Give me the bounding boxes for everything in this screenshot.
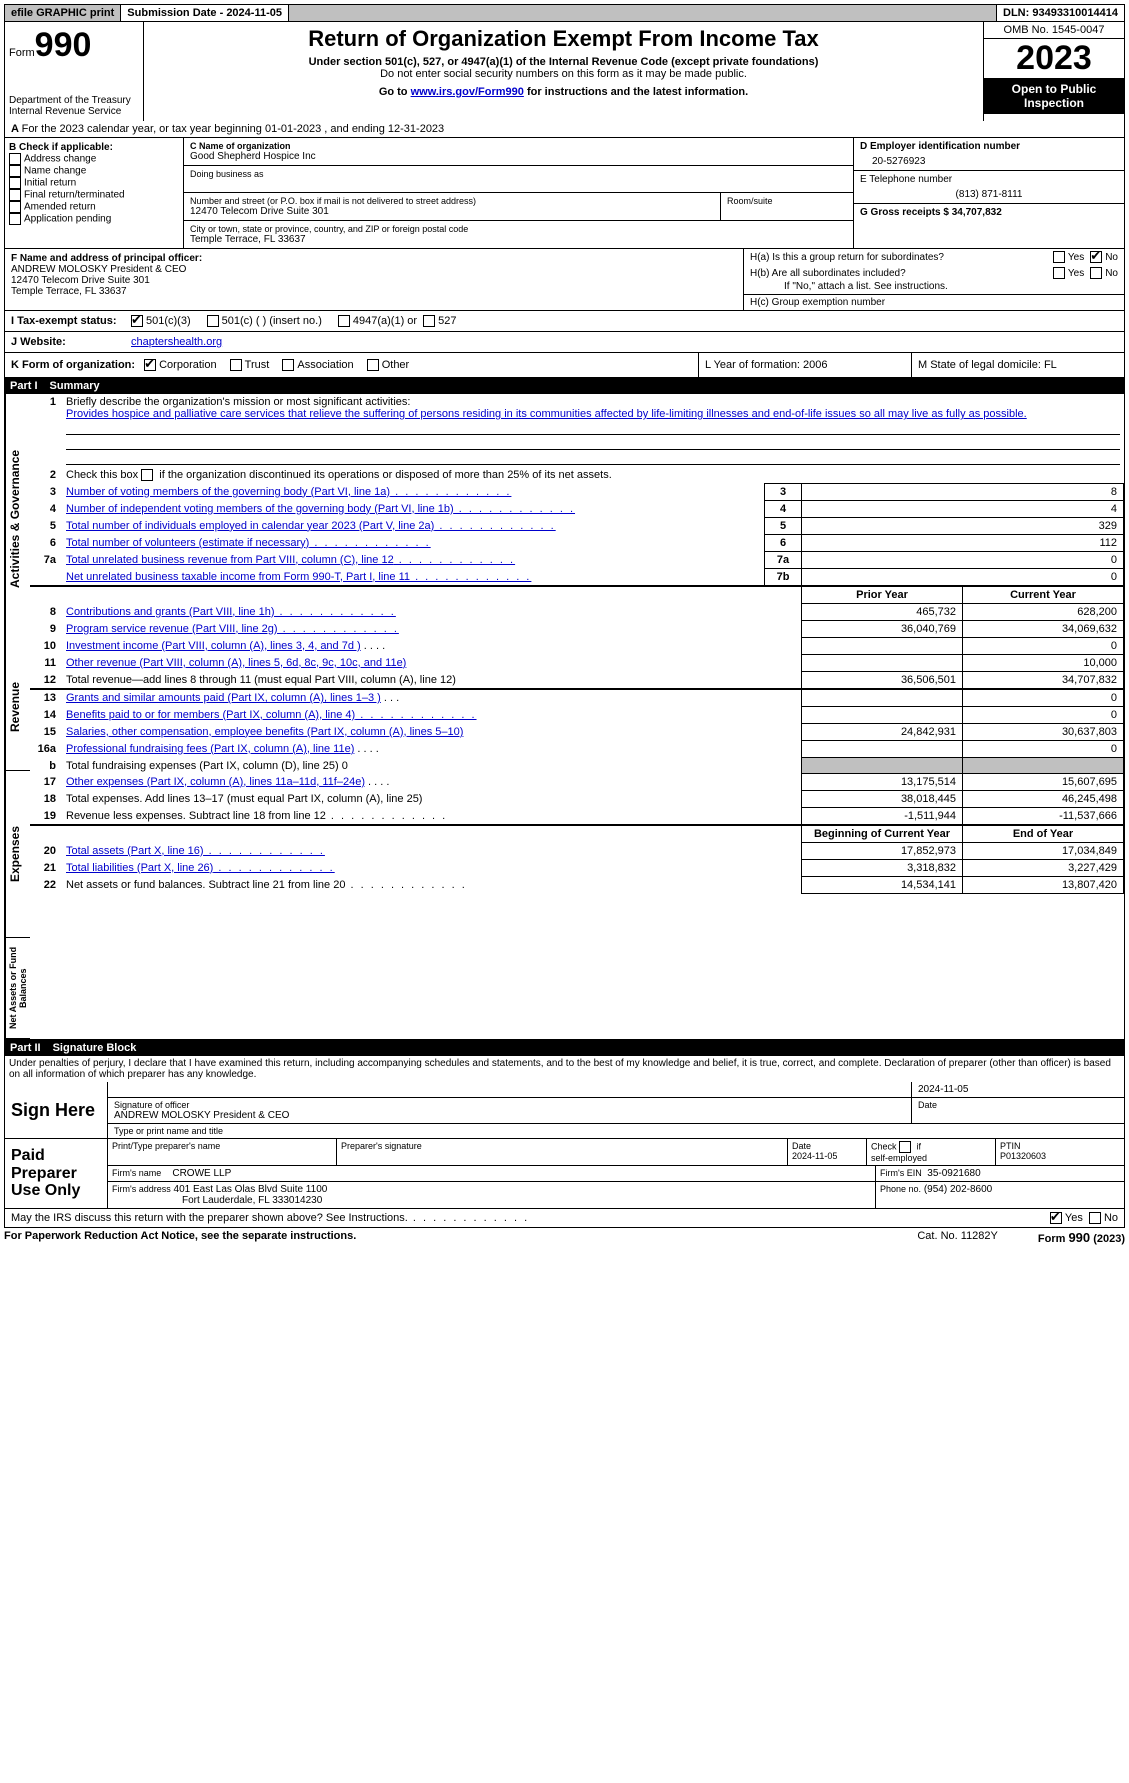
subtitle-1: Under section 501(c), 527, or 4947(a)(1)…: [148, 56, 979, 68]
officer-block: F Name and address of principal officer:…: [4, 249, 1125, 311]
chk-ha-no[interactable]: [1090, 251, 1102, 263]
entity-block: B Check if applicable: Address change Na…: [4, 138, 1125, 249]
omb-number: OMB No. 1545-0047: [984, 22, 1124, 39]
line-a: A For the 2023 calendar year, or tax yea…: [4, 121, 1125, 138]
chk-address-change[interactable]: [9, 153, 21, 165]
subtitle-3: Go to www.irs.gov/Form990 for instructio…: [148, 86, 979, 98]
telephone: (813) 871-8111: [860, 185, 1118, 200]
chk-4947[interactable]: [338, 315, 350, 327]
chk-corp[interactable]: [144, 359, 156, 371]
form-title: Return of Organization Exempt From Incom…: [148, 26, 979, 52]
subtitle-2: Do not enter social security numbers on …: [148, 68, 979, 80]
chk-trust[interactable]: [230, 359, 242, 371]
chk-assoc[interactable]: [282, 359, 294, 371]
chk-name-change[interactable]: [9, 165, 21, 177]
summary-section: Activities & Governance Revenue Expenses…: [4, 394, 1125, 1040]
chk-hb-no[interactable]: [1090, 267, 1102, 279]
dept-treasury: Department of the Treasury: [9, 95, 139, 106]
vert-revenue: Revenue: [5, 644, 30, 771]
dln: DLN: 93493310014414: [997, 5, 1124, 21]
part2-header: Part II Signature Block: [4, 1040, 1125, 1056]
discuss-row: May the IRS discuss this return with the…: [4, 1209, 1125, 1228]
irs-link[interactable]: www.irs.gov/Form990: [411, 86, 524, 98]
box-c: C Name of organization Good Shepherd Hos…: [184, 138, 853, 248]
vert-activities: Activities & Governance: [5, 394, 30, 644]
chk-527[interactable]: [423, 315, 435, 327]
chk-final-return[interactable]: [9, 189, 21, 201]
chk-discuss-yes[interactable]: [1050, 1212, 1062, 1224]
open-inspection: Open to Public Inspection: [984, 78, 1124, 114]
city-state-zip: Temple Terrace, FL 33637: [190, 234, 847, 245]
chk-initial-return[interactable]: [9, 177, 21, 189]
box-b: B Check if applicable: Address change Na…: [5, 138, 184, 248]
perjury-text: Under penalties of perjury, I declare th…: [4, 1056, 1125, 1082]
part1-header: Part I Summary: [4, 378, 1125, 394]
chk-app-pending[interactable]: [9, 213, 21, 225]
chk-501c3[interactable]: [131, 315, 143, 327]
form-word: Form: [9, 47, 35, 59]
form-header: Form990 Department of the Treasury Inter…: [4, 22, 1125, 121]
gross-receipts: G Gross receipts $ 34,707,832: [860, 207, 1118, 218]
form-number: 990: [35, 26, 92, 64]
year-formation: L Year of formation: 2006: [698, 353, 911, 377]
state-domicile: M State of legal domicile: FL: [911, 353, 1124, 377]
klm-row: K Form of organization: Corporation Trus…: [4, 353, 1125, 378]
tax-year: 2023: [984, 39, 1124, 78]
chk-self-employed[interactable]: [899, 1141, 911, 1153]
street: 12470 Telecom Drive Suite 301: [190, 206, 714, 217]
summary-table: 1 Briefly describe the organization's mi…: [30, 394, 1124, 894]
tax-status-row: I Tax-exempt status: 501(c)(3) 501(c) ( …: [4, 311, 1125, 332]
chk-amended[interactable]: [9, 201, 21, 213]
chk-discuss-no[interactable]: [1089, 1212, 1101, 1224]
irs-label: Internal Revenue Service: [9, 106, 139, 117]
page-footer: For Paperwork Reduction Act Notice, see …: [4, 1228, 1125, 1245]
vert-expenses: Expenses: [5, 771, 30, 938]
chk-other[interactable]: [367, 359, 379, 371]
chk-hb-yes[interactable]: [1053, 267, 1065, 279]
top-bar: efile GRAPHIC print Submission Date - 20…: [4, 4, 1125, 22]
chk-ha-yes[interactable]: [1053, 251, 1065, 263]
website-row: J Website: chaptershealth.org: [4, 332, 1125, 353]
submission-date: Submission Date - 2024-11-05: [121, 5, 289, 21]
sign-block: Sign Here 2024-11-05 Signature of office…: [4, 1082, 1125, 1209]
efile-label: efile GRAPHIC print: [5, 5, 121, 21]
org-name: Good Shepherd Hospice Inc: [190, 151, 847, 162]
vert-netassets: Net Assets or Fund Balances: [5, 938, 30, 1039]
mission-text[interactable]: Provides hospice and palliative care ser…: [66, 408, 1027, 420]
box-d-e-g: D Employer identification number 20-5276…: [853, 138, 1124, 248]
ein: 20-5276923: [860, 152, 1118, 167]
chk-501c[interactable]: [207, 315, 219, 327]
website-link[interactable]: chaptershealth.org: [131, 336, 222, 348]
chk-discontinued[interactable]: [141, 469, 153, 481]
